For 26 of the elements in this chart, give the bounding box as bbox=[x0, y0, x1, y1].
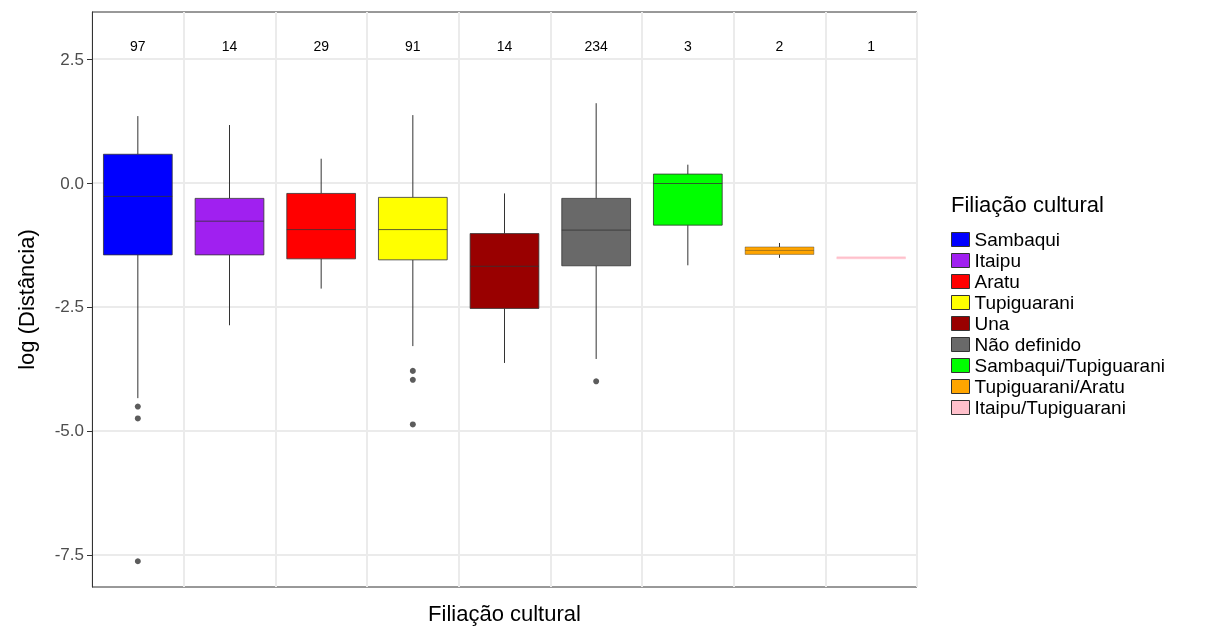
legend-label: Sambaqui bbox=[974, 229, 1061, 250]
legend-label: Aratu bbox=[974, 271, 1020, 292]
legend-title: Filiação cultural bbox=[951, 191, 1104, 217]
y-tick-label: 0.0 bbox=[60, 173, 84, 193]
annotation: 91 bbox=[405, 38, 421, 54]
legend-label: Una bbox=[974, 313, 1010, 334]
annotation: 1 bbox=[867, 38, 876, 54]
y-axis-title: log (Distância) bbox=[13, 229, 39, 370]
x-axis-title: Filiação cultural bbox=[428, 600, 581, 626]
legend-label: Itaipu/Tupiguarani bbox=[974, 397, 1126, 418]
annotation: 97 bbox=[130, 38, 146, 54]
y-tick-label: -2.5 bbox=[54, 297, 84, 317]
y-tick-label: -7.5 bbox=[54, 545, 84, 565]
annotation: 234 bbox=[584, 38, 609, 54]
legend-label: Sambaqui/Tupiguarani bbox=[974, 355, 1165, 376]
annotation: 14 bbox=[496, 38, 513, 54]
legend-label: Tupiguarani/Aratu bbox=[974, 376, 1125, 397]
annotation: 14 bbox=[221, 38, 238, 54]
y-tick-label: 2.5 bbox=[60, 49, 84, 69]
annotation: 2 bbox=[775, 38, 784, 54]
annotation: 29 bbox=[313, 38, 330, 54]
legend-label: Itaipu bbox=[974, 250, 1021, 271]
legend-label: Não definido bbox=[974, 334, 1082, 355]
legend-label: Tupiguarani bbox=[974, 292, 1075, 313]
annotation: 3 bbox=[683, 38, 692, 54]
y-tick-label: -5.0 bbox=[54, 421, 84, 441]
